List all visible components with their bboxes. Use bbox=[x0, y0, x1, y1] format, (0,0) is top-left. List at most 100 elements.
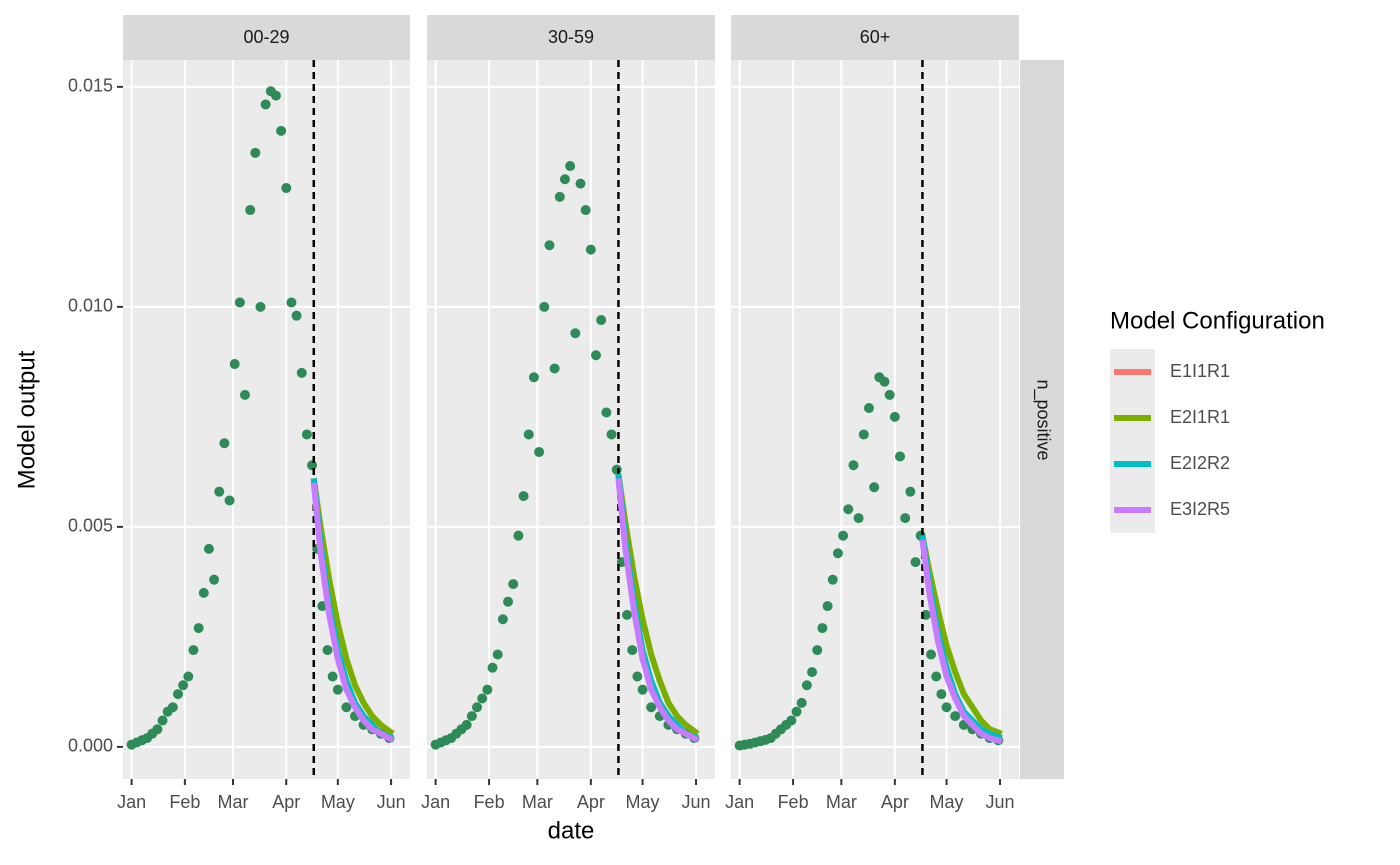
data-point bbox=[229, 359, 240, 370]
x-tick-label: May bbox=[930, 792, 964, 812]
x-tick-label: Apr bbox=[577, 792, 605, 812]
data-point bbox=[528, 372, 539, 383]
y-tick-label: 0.000 bbox=[68, 736, 113, 756]
y-tick-label: 0.015 bbox=[68, 76, 113, 96]
row-strip-label: n_positive bbox=[1032, 379, 1053, 460]
data-point bbox=[245, 205, 256, 216]
data-point bbox=[910, 557, 921, 568]
x-tick-label: Jun bbox=[377, 792, 406, 812]
data-point bbox=[152, 724, 163, 735]
model-line bbox=[919, 539, 1003, 745]
data-point bbox=[812, 645, 823, 656]
data-point bbox=[895, 451, 906, 462]
model-line bbox=[615, 473, 700, 737]
data-point bbox=[193, 623, 204, 634]
x-tick-label: May bbox=[626, 792, 660, 812]
data-point bbox=[565, 161, 576, 172]
data-point bbox=[950, 711, 961, 722]
data-point bbox=[209, 574, 220, 585]
data-point bbox=[791, 706, 802, 717]
legend-label: E2I1R1 bbox=[1170, 407, 1230, 427]
data-point bbox=[518, 491, 529, 502]
data-point bbox=[838, 530, 849, 541]
y-tick-label: 0.010 bbox=[68, 296, 113, 316]
data-point bbox=[827, 574, 838, 585]
data-point bbox=[172, 689, 183, 700]
data-point bbox=[637, 684, 648, 695]
model-line bbox=[615, 478, 700, 743]
x-tick-label: Jun bbox=[682, 792, 711, 812]
data-point bbox=[178, 680, 189, 691]
data-point bbox=[853, 513, 864, 524]
y-axis-title: Model output bbox=[13, 350, 40, 489]
x-tick-label: May bbox=[321, 792, 355, 812]
data-point bbox=[869, 482, 880, 493]
data-point bbox=[513, 530, 524, 541]
data-point bbox=[167, 702, 178, 713]
data-point bbox=[477, 693, 488, 704]
data-point bbox=[900, 513, 911, 524]
legend-label: E1I1R1 bbox=[1170, 361, 1230, 381]
data-point bbox=[224, 495, 235, 506]
data-point bbox=[281, 183, 292, 194]
data-point bbox=[487, 662, 498, 673]
y-tick-label: 0.005 bbox=[68, 516, 113, 536]
x-tick-label: Feb bbox=[778, 792, 809, 812]
data-point bbox=[472, 702, 483, 713]
data-point bbox=[255, 301, 266, 312]
data-point bbox=[554, 191, 565, 202]
x-tick-label: Jan bbox=[117, 792, 146, 812]
data-point bbox=[291, 310, 302, 321]
data-point bbox=[327, 671, 338, 682]
data-point bbox=[503, 596, 514, 607]
data-point bbox=[591, 350, 602, 361]
strip-label: 30-59 bbox=[548, 27, 594, 47]
data-point bbox=[341, 702, 352, 713]
data-point bbox=[214, 486, 225, 497]
data-point bbox=[183, 671, 194, 682]
panel-background bbox=[123, 60, 410, 779]
legend-label: E3I2R5 bbox=[1170, 499, 1230, 519]
data-point bbox=[941, 702, 952, 713]
row-strip bbox=[1020, 60, 1064, 779]
data-point bbox=[301, 429, 312, 440]
x-tick-label: Apr bbox=[881, 792, 909, 812]
data-point bbox=[240, 389, 251, 400]
x-tick-label: Jan bbox=[421, 792, 450, 812]
data-point bbox=[307, 460, 318, 471]
data-point bbox=[863, 403, 874, 414]
data-point bbox=[332, 684, 343, 695]
data-point bbox=[482, 684, 493, 695]
data-point bbox=[575, 178, 586, 189]
data-point bbox=[523, 429, 534, 440]
data-point bbox=[157, 715, 168, 726]
data-point bbox=[807, 667, 818, 678]
data-point bbox=[858, 429, 869, 440]
data-point bbox=[580, 205, 591, 216]
data-point bbox=[627, 645, 638, 656]
x-tick-label: Apr bbox=[272, 792, 300, 812]
data-point bbox=[848, 460, 859, 471]
data-point bbox=[497, 614, 508, 625]
data-point bbox=[817, 623, 828, 634]
data-point bbox=[260, 99, 271, 110]
data-point bbox=[549, 363, 560, 374]
data-point bbox=[822, 601, 833, 612]
data-point bbox=[508, 579, 519, 590]
data-point bbox=[466, 711, 477, 722]
model-line bbox=[310, 482, 395, 743]
data-point bbox=[570, 328, 581, 339]
model-line bbox=[310, 478, 395, 737]
legend-title: Model Configuration bbox=[1110, 307, 1325, 334]
strip bbox=[427, 15, 715, 60]
data-point bbox=[219, 438, 230, 449]
x-tick-label: Mar bbox=[826, 792, 857, 812]
x-tick-label: Feb bbox=[169, 792, 200, 812]
data-point bbox=[203, 543, 214, 554]
data-point bbox=[544, 240, 555, 251]
data-point bbox=[461, 719, 472, 730]
strip-label: 60+ bbox=[860, 27, 891, 47]
data-point bbox=[270, 90, 281, 101]
data-point bbox=[596, 315, 607, 326]
data-point bbox=[188, 645, 199, 656]
